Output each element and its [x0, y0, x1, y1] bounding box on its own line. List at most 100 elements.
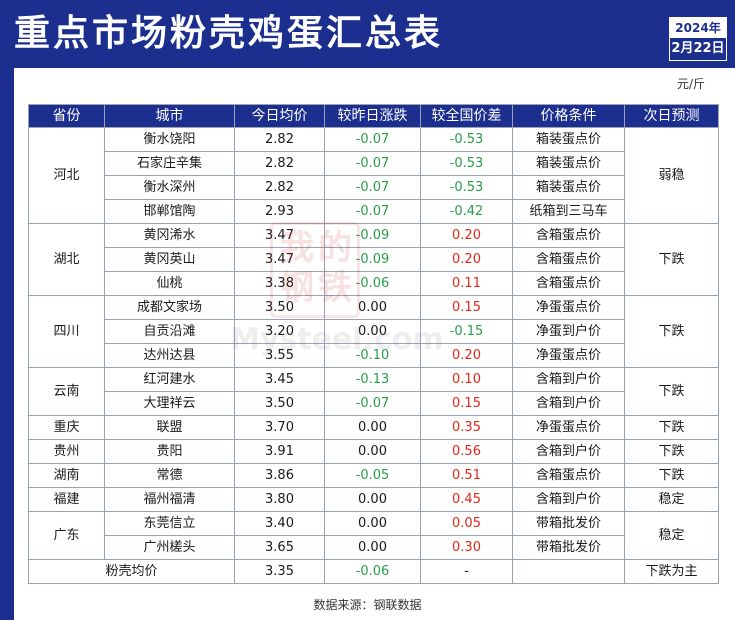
table-row: 石家庄辛集 2.82 -0.07 -0.53 箱装蛋点价	[29, 151, 719, 176]
table-row: 云南 红河建水 3.45 -0.13 0.10 含箱到户价 下跌	[28, 367, 719, 416]
province-cell: 四川	[28, 295, 105, 368]
diff-cell: -0.53	[420, 127, 513, 152]
summary-forecast: 下跌为主	[624, 559, 719, 584]
table-header-row: 省份 城市 今日均价 较昨日涨跌 较全国价差 价格条件 次日预测	[28, 104, 719, 128]
table-body: 河北 衡水饶阳 2.82 -0.07 -0.53 箱装蛋点价 弱稳 石家庄辛集 2.82 -0.0…	[28, 127, 719, 584]
forecast-cell: 弱稳	[624, 127, 719, 224]
diff-cell: 0.51	[420, 463, 513, 488]
table-row: 河北 衡水饶阳 2.82 -0.07 -0.53 箱装蛋点价 弱稳	[28, 127, 719, 224]
left-accent-bar	[0, 68, 14, 620]
city-cell: 东莞信立	[104, 511, 235, 536]
condition-cell: 箱装蛋点价	[512, 151, 625, 176]
diff-cell: 0.11	[420, 271, 513, 296]
change-cell: -0.07	[324, 391, 421, 416]
price-table-wrapper: 省份 城市 今日均价 较昨日涨跌 较全国价差 价格条件 次日预测 河北 衡水饶阳 2…	[28, 104, 719, 584]
province-cell: 湖北	[28, 223, 105, 296]
price-cell: 3.47	[234, 223, 325, 248]
province-cell: 云南	[28, 367, 105, 416]
forecast-cell: 下跌	[624, 439, 719, 464]
summary-change: -0.06	[324, 559, 421, 584]
price-cell: 3.40	[234, 511, 325, 536]
change-cell: 0.00	[324, 511, 421, 536]
diff-cell: 0.20	[420, 247, 513, 272]
change-cell: -0.07	[324, 127, 421, 152]
condition-cell: 含箱蛋点价	[512, 463, 625, 488]
diff-cell: 0.30	[420, 535, 513, 560]
forecast-cell: 稳定	[624, 487, 719, 512]
condition-cell: 含箱到户价	[512, 439, 625, 464]
table-row: 自贡沿滩 3.20 0.00 -0.15 净蛋到户价	[29, 319, 719, 344]
change-cell: -0.07	[324, 199, 421, 224]
price-cell: 3.55	[234, 343, 325, 368]
condition-cell: 带箱批发价	[512, 511, 625, 536]
condition-cell: 净蛋蛋点价	[512, 295, 625, 320]
table-row: 福建 福州福清 3.80 0.00 0.45 含箱到户价 稳定	[28, 487, 719, 512]
header-banner: 重点市场粉壳鸡蛋汇总表 2024年 2月22日	[0, 0, 735, 68]
change-cell: 0.00	[324, 319, 421, 344]
condition-cell: 纸箱到三马车	[512, 199, 625, 224]
column-header: 价格条件	[512, 104, 625, 128]
diff-cell: -0.53	[420, 175, 513, 200]
column-header: 省份	[28, 104, 105, 128]
condition-cell: 含箱到户价	[512, 487, 625, 512]
change-cell: -0.06	[324, 271, 421, 296]
table-row: 湖北 黄冈浠水 3.47 -0.09 0.20 含箱蛋点价 下跌	[28, 223, 719, 296]
city-cell: 邯郸馆陶	[104, 199, 235, 224]
change-cell: -0.09	[324, 223, 421, 248]
city-cell: 黄冈英山	[104, 247, 235, 272]
table-row: 邯郸馆陶 2.93 -0.07 -0.42 纸箱到三马车	[29, 199, 719, 224]
city-cell: 广州槎头	[104, 535, 235, 560]
table-row: 重庆 联盟 3.70 0.00 0.35 净蛋蛋点价 下跌	[28, 415, 719, 440]
table-row: 仙桃 3.38 -0.06 0.11 含箱蛋点价	[29, 271, 719, 296]
change-cell: 0.00	[324, 295, 421, 320]
column-header: 次日预测	[624, 104, 719, 128]
province-cell: 湖南	[28, 463, 105, 488]
diff-cell: 0.15	[420, 295, 513, 320]
table-row: 大理祥云 3.50 -0.07 0.15 含箱到户价	[29, 391, 719, 416]
condition-cell: 净蛋蛋点价	[512, 415, 625, 440]
condition-cell: 箱装蛋点价	[512, 175, 625, 200]
change-cell: 0.00	[324, 439, 421, 464]
condition-cell: 含箱到户价	[512, 367, 625, 392]
price-cell: 3.80	[234, 487, 325, 512]
table-row: 达州达县 3.55 -0.10 0.20 净蛋蛋点价	[29, 343, 719, 368]
city-cell: 石家庄辛集	[104, 151, 235, 176]
price-cell: 2.82	[234, 175, 325, 200]
condition-cell: 箱装蛋点价	[512, 127, 625, 152]
price-cell: 3.86	[234, 463, 325, 488]
column-header: 今日均价	[234, 104, 325, 128]
city-cell: 成都文家场	[104, 295, 235, 320]
table-row: 黄冈英山 3.47 -0.09 0.20 含箱蛋点价	[29, 247, 719, 272]
province-cell: 重庆	[28, 415, 105, 440]
price-cell: 3.45	[234, 367, 325, 392]
page-title: 重点市场粉壳鸡蛋汇总表	[14, 13, 444, 54]
change-cell: -0.13	[324, 367, 421, 392]
table-row: 衡水深州 2.82 -0.07 -0.53 箱装蛋点价	[29, 175, 719, 200]
diff-cell: 0.15	[420, 391, 513, 416]
change-cell: -0.09	[324, 247, 421, 272]
diff-cell: 0.10	[420, 367, 513, 392]
diff-cell: 0.20	[420, 343, 513, 368]
summary-price: 3.35	[234, 559, 325, 584]
diff-cell: 0.05	[420, 511, 513, 536]
price-cell: 3.91	[234, 439, 325, 464]
price-cell: 2.82	[234, 127, 325, 152]
summary-diff: -	[420, 559, 513, 584]
table-row: 广东 东莞信立 3.40 0.00 0.05 带箱批发价 稳定	[28, 511, 719, 560]
forecast-cell: 下跌	[624, 223, 719, 296]
date-day: 2月22日	[670, 38, 726, 60]
forecast-cell: 下跌	[624, 295, 719, 368]
summary-label: 粉壳均价	[28, 559, 235, 584]
diff-cell: 0.35	[420, 415, 513, 440]
price-cell: 3.20	[234, 319, 325, 344]
city-cell: 黄冈浠水	[104, 223, 235, 248]
forecast-cell: 下跌	[624, 463, 719, 488]
forecast-cell: 下跌	[624, 367, 719, 416]
city-cell: 联盟	[104, 415, 235, 440]
city-cell: 达州达县	[104, 343, 235, 368]
table-row: 四川 成都文家场 3.50 0.00 0.15 净蛋蛋点价 下跌	[28, 295, 719, 368]
change-cell: 0.00	[324, 487, 421, 512]
price-cell: 3.50	[234, 391, 325, 416]
city-cell: 仙桃	[104, 271, 235, 296]
city-cell: 福州福清	[104, 487, 235, 512]
